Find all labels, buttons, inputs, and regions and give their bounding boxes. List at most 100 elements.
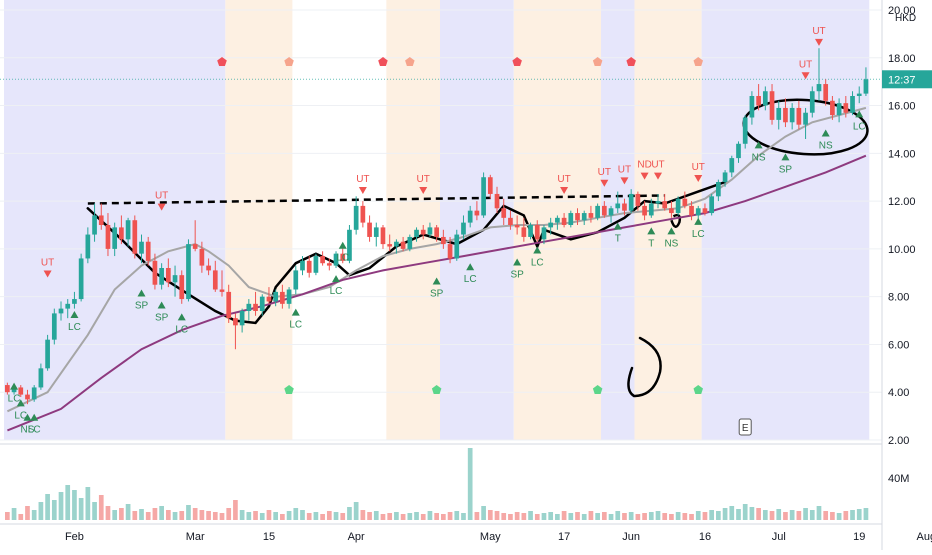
candle-body	[420, 229, 426, 235]
candle-body	[78, 258, 84, 300]
candle-body	[836, 103, 842, 116]
candle-body	[414, 229, 419, 237]
volume-bar	[622, 513, 627, 520]
volume-bar	[722, 508, 728, 520]
candle-body	[199, 248, 205, 266]
candle-body	[722, 172, 728, 182]
volume-bar	[521, 513, 527, 520]
signal-down-triangle	[600, 179, 609, 187]
candle-body	[467, 210, 473, 223]
volume-bar	[65, 485, 71, 520]
volume-bar	[635, 514, 641, 520]
candle-body	[18, 387, 24, 395]
price-axis-bg	[882, 0, 932, 550]
top-pentagon-marker	[626, 57, 636, 66]
volume-bar	[367, 512, 372, 520]
signal-label: UT	[41, 258, 54, 269]
candle-body	[742, 117, 748, 144]
candle-body	[112, 227, 118, 249]
candle-body	[615, 203, 621, 209]
volume-bar	[669, 514, 674, 520]
volume-bar	[239, 510, 245, 520]
candle-body	[568, 213, 574, 225]
top-pentagon-marker	[512, 57, 522, 66]
signal-up-triangle	[10, 382, 19, 390]
signal-label: ND	[637, 160, 651, 171]
candle-body	[253, 303, 258, 311]
candle-body	[796, 107, 802, 125]
signal-down-triangle	[654, 172, 662, 180]
candle-body	[588, 213, 594, 218]
candle-body	[320, 256, 325, 264]
signal-label: SP	[135, 301, 149, 312]
top-pentagon-marker	[378, 57, 388, 66]
volume-bar	[253, 511, 258, 520]
signal-up-triangle	[432, 277, 441, 285]
candle-body	[179, 275, 185, 300]
bottom-pentagon-marker	[592, 385, 603, 394]
candle-body	[407, 236, 413, 249]
volume-bar	[172, 512, 178, 520]
volume-bar	[749, 507, 755, 520]
signal-label: LC	[14, 410, 27, 421]
signal-down-triangle	[157, 203, 166, 211]
signal-label: T	[648, 238, 654, 249]
moving-average-fast	[6, 106, 867, 413]
volume-bar	[843, 511, 849, 520]
candle-body	[373, 227, 379, 237]
candle-body	[266, 296, 272, 302]
signal-label: UT	[155, 191, 168, 202]
signal-label: LC	[330, 286, 343, 297]
candle-body	[736, 143, 741, 159]
volume-bar	[555, 514, 560, 520]
signal-label: LC	[28, 425, 41, 436]
candle-body	[280, 291, 285, 304]
signal-up-triangle	[137, 289, 146, 297]
candle-body	[454, 234, 460, 259]
time-tick-label: Mar	[186, 531, 205, 543]
candle-body	[555, 217, 560, 223]
candle-body	[642, 205, 647, 216]
candle-body	[749, 96, 755, 118]
volume-bar	[863, 508, 869, 520]
top-pentagon-marker	[405, 57, 415, 66]
signal-label: LC	[692, 229, 705, 240]
candle-body	[561, 217, 567, 225]
candle-body	[447, 244, 453, 259]
signal-label: LC	[853, 121, 866, 132]
candle-body	[72, 299, 77, 304]
candle-body	[648, 203, 654, 216]
candle-body	[394, 241, 399, 247]
last-price-tag-label: 12:37	[888, 74, 916, 86]
candle-body	[823, 84, 829, 101]
signal-up-triangle	[16, 399, 25, 407]
volume-bar	[467, 448, 473, 520]
signal-label: UT	[812, 26, 825, 37]
candle-body	[830, 100, 835, 116]
volume-bar	[199, 510, 205, 520]
volume-bar	[588, 511, 594, 520]
volume-bar	[206, 511, 211, 520]
signal-up-triangle	[533, 246, 542, 254]
session-band	[225, 0, 293, 440]
signal-label: UT	[618, 164, 631, 175]
volume-bar	[454, 511, 460, 520]
volume-bar	[575, 512, 580, 520]
signal-up-triangle	[754, 141, 763, 149]
candle-body	[662, 201, 668, 209]
volume-bar	[850, 510, 855, 520]
volume-bar	[608, 514, 614, 520]
price-tick-label: 20.00	[888, 5, 916, 17]
candle-body	[508, 217, 513, 225]
candle-body	[474, 210, 480, 216]
candle-body	[783, 107, 788, 123]
session-band	[701, 0, 870, 440]
bottom-pentagon-marker	[693, 385, 703, 394]
volume-bar	[561, 511, 567, 520]
volume-bar	[568, 513, 574, 520]
signal-label: LC	[8, 394, 21, 405]
candle-body	[809, 91, 815, 113]
candle-body	[5, 385, 10, 393]
volume-bar	[494, 511, 500, 520]
